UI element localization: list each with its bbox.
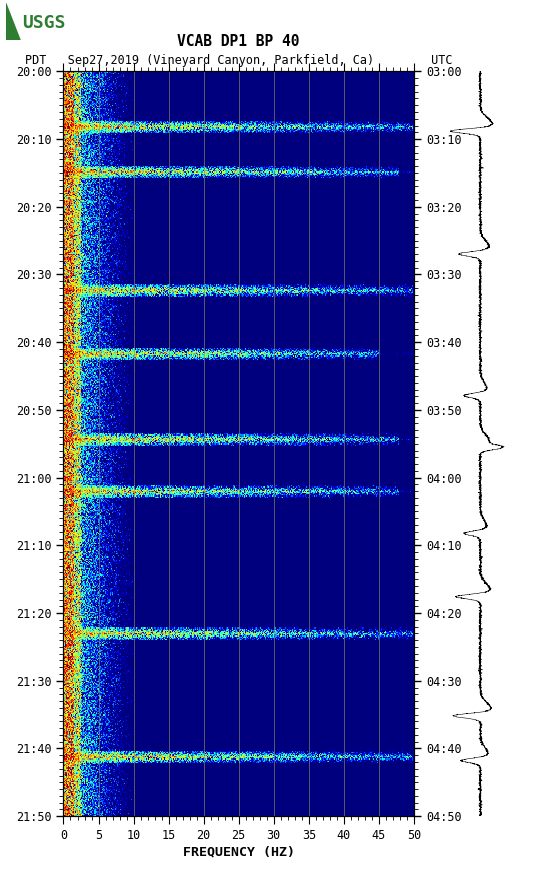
Text: VCAB DP1 BP 40: VCAB DP1 BP 40 <box>177 35 300 49</box>
Polygon shape <box>6 3 20 40</box>
Text: USGS: USGS <box>22 14 66 32</box>
X-axis label: FREQUENCY (HZ): FREQUENCY (HZ) <box>183 845 295 858</box>
Text: PDT   Sep27,2019 (Vineyard Canyon, Parkfield, Ca)        UTC: PDT Sep27,2019 (Vineyard Canyon, Parkfie… <box>25 54 452 67</box>
